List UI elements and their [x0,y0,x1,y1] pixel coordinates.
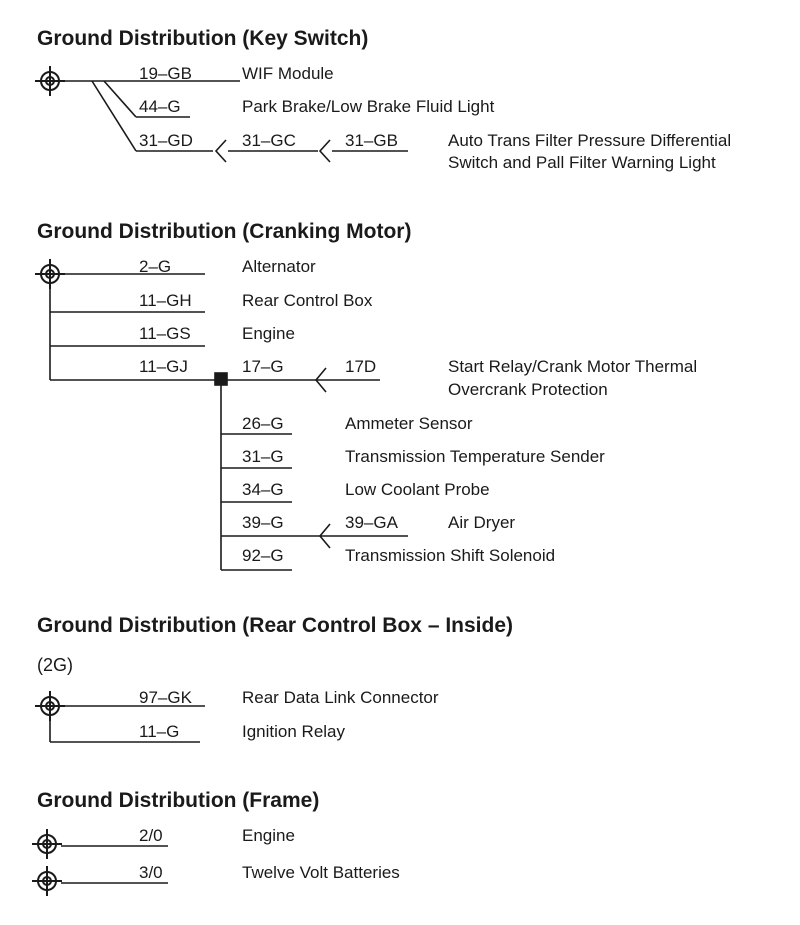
ground-symbol-icon [31,865,63,897]
section-title-cranking-motor: Ground Distribution (Cranking Motor) [37,220,412,243]
ground-symbol-icon [34,690,66,722]
section-subtitle: (2G) [37,655,73,675]
device-label: Park Brake/Low Brake Fluid Light [242,97,495,116]
wire-label: 11–GH [139,291,192,310]
ground-symbol-icon [34,258,66,290]
wire-label: 31–G [242,447,284,466]
splice-point [214,372,228,386]
section-title-frame: Ground Distribution (Frame) [37,789,320,812]
wire-label: 11–G [139,722,180,741]
section-title-rear-control-box: Ground Distribution (Rear Control Box – … [37,614,514,637]
wire-label: 39–G [242,513,284,532]
device-label: Start Relay/Crank Motor Thermal [448,357,698,376]
wire-label: 19–GB [139,64,192,83]
connector-arrow-icon [318,523,331,549]
device-label: Switch and Pall Filter Warning Light [448,153,716,172]
device-label: Ammeter Sensor [345,414,473,433]
device-label: Rear Control Box [242,291,373,310]
wire-label: 2/0 [139,826,163,845]
device-label: Rear Data Link Connector [242,688,439,707]
connector-arrow-icon [214,139,227,163]
wire-44-g-diagonal [103,80,137,118]
device-label: Transmission Shift Solenoid [345,546,556,565]
device-label: Engine [242,324,295,343]
section-title-key-switch: Ground Distribution (Key Switch) [37,27,369,50]
wire-label: 17D [345,357,377,376]
wire-label: 11–GJ [139,357,188,376]
device-label: Ignition Relay [242,722,346,741]
device-label: WIF Module [242,64,334,83]
device-label: Twelve Volt Batteries [242,863,400,882]
device-label: Alternator [242,257,316,276]
wire-label: 17–G [242,357,284,376]
wire-label: 34–G [242,480,284,499]
wire-label: 26–G [242,414,284,433]
wire-label: 11–GS [139,324,191,343]
wire-label: 92–G [242,546,284,565]
device-label: Overcrank Protection [448,380,608,399]
wire-label: 39–GA [345,513,398,532]
ground-symbol-icon [31,828,63,860]
wire-label: 97–GK [139,688,192,707]
device-label: Air Dryer [448,513,516,532]
wire-31-gd-diagonal [91,80,137,152]
wire-label: 2–G [139,257,172,276]
wire-label: 31–GB [345,131,398,150]
wire-label: 31–GD [139,131,193,150]
wire-label: 31–GC [242,131,296,150]
device-label: Transmission Temperature Sender [345,447,605,466]
wire-label: 44–G [139,97,181,116]
connector-arrow-icon [314,367,327,393]
device-label: Engine [242,826,295,845]
wire-label: 3/0 [139,863,163,882]
device-label: Auto Trans Filter Pressure Differential [448,131,732,150]
connector-arrow-icon [318,139,331,163]
device-label: Low Coolant Probe [345,480,490,499]
ground-symbol-icon [34,65,66,97]
